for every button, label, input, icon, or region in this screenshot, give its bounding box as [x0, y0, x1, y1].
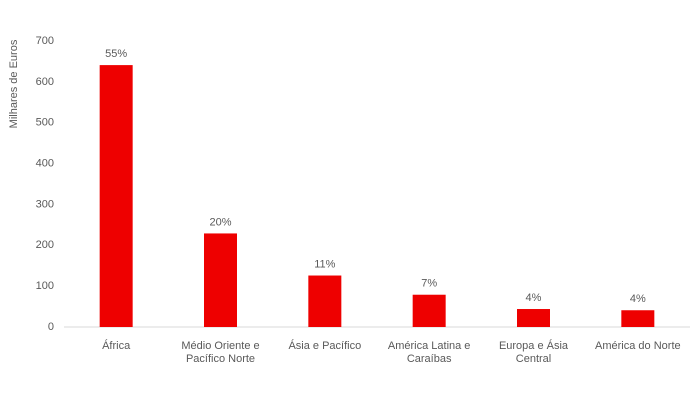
data-label: 7% [421, 278, 437, 290]
x-tick-label: Europa e Ásia Central [498, 340, 569, 365]
bar [204, 233, 237, 327]
y-tick-label: 700 [36, 35, 54, 47]
y-axis-label: Milhares de Euros [8, 39, 20, 128]
data-label: 20% [209, 216, 231, 228]
data-label: 4% [526, 292, 542, 304]
data-label: 4% [630, 293, 646, 305]
bar [517, 309, 550, 327]
x-tick-label: América Latina e Caraíbas [387, 340, 471, 365]
bar [99, 65, 133, 327]
x-tick-label: África [102, 340, 131, 352]
y-tick-label: 300 [36, 198, 54, 210]
data-label: 11% [314, 258, 335, 270]
y-tick-label: 0 [48, 321, 54, 333]
bar [621, 310, 655, 327]
bar [308, 275, 342, 327]
y-tick-label: 200 [36, 239, 54, 251]
x-tick-label: Ásia e Pacífico [288, 340, 362, 352]
y-tick-label: 500 [36, 117, 54, 129]
data-label: 55% [105, 48, 127, 60]
y-tick-label: 100 [36, 280, 54, 292]
bar [412, 294, 446, 327]
x-tick-label: América do Norte [595, 340, 681, 352]
x-tick-label: Médio Oriente e Pacífico Norte [181, 340, 260, 365]
y-tick-label: 600 [36, 76, 54, 88]
y-tick-label: 400 [36, 157, 54, 169]
